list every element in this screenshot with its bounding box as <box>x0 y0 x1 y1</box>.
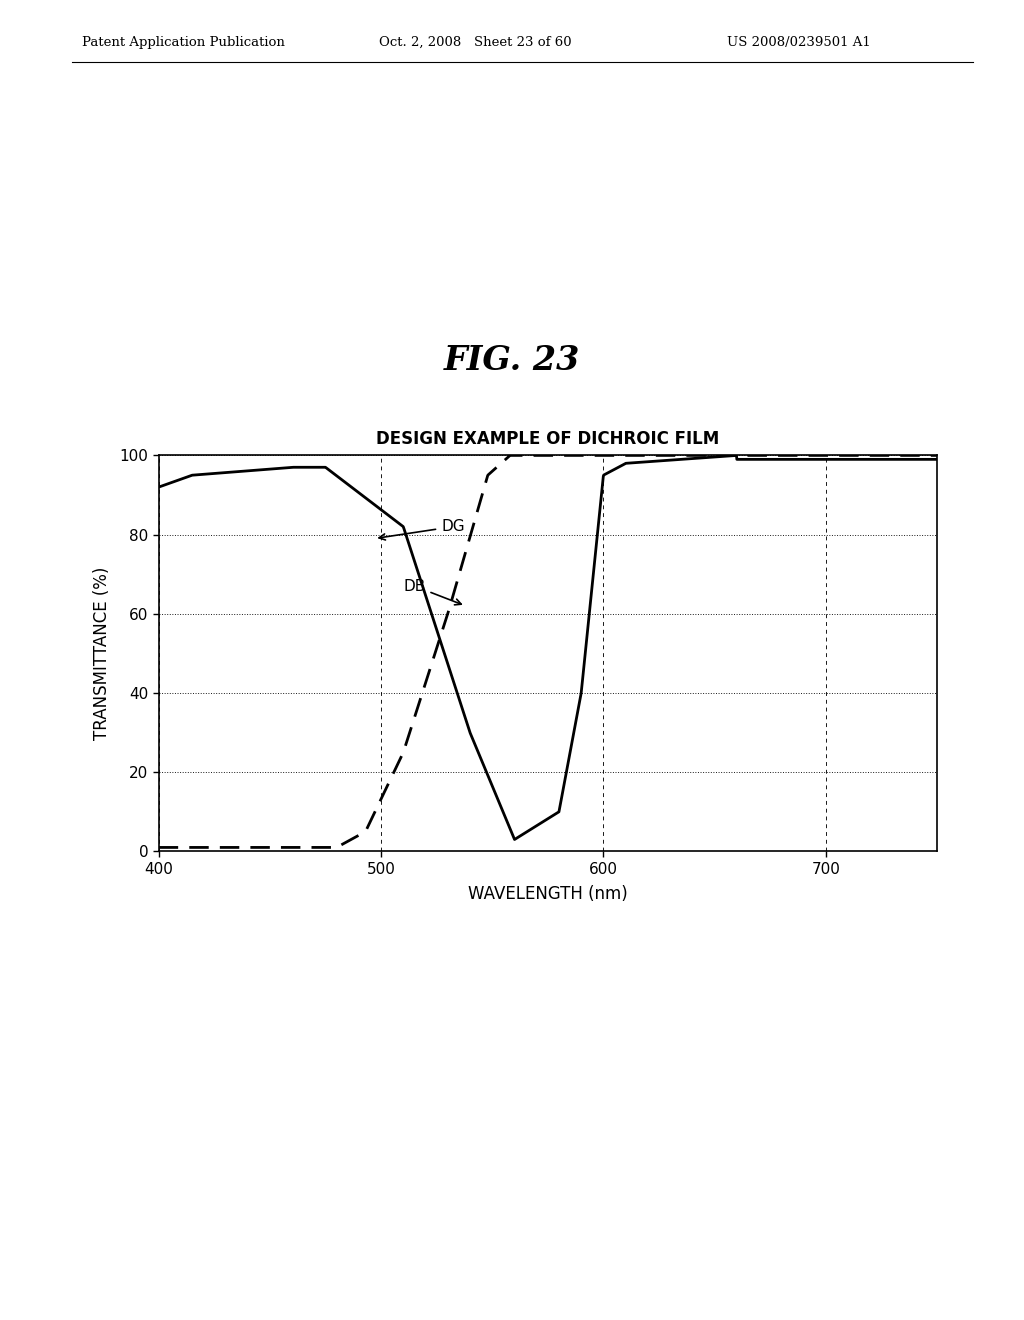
Text: DG: DG <box>379 519 465 540</box>
Text: US 2008/0239501 A1: US 2008/0239501 A1 <box>727 36 870 49</box>
Title: DESIGN EXAMPLE OF DICHROIC FILM: DESIGN EXAMPLE OF DICHROIC FILM <box>376 430 720 449</box>
Text: Patent Application Publication: Patent Application Publication <box>82 36 285 49</box>
Text: Oct. 2, 2008   Sheet 23 of 60: Oct. 2, 2008 Sheet 23 of 60 <box>379 36 571 49</box>
Y-axis label: TRANSMITTANCE (%): TRANSMITTANCE (%) <box>93 566 111 741</box>
Text: DB: DB <box>403 578 461 605</box>
X-axis label: WAVELENGTH (nm): WAVELENGTH (nm) <box>468 886 628 903</box>
Text: FIG. 23: FIG. 23 <box>443 343 581 376</box>
